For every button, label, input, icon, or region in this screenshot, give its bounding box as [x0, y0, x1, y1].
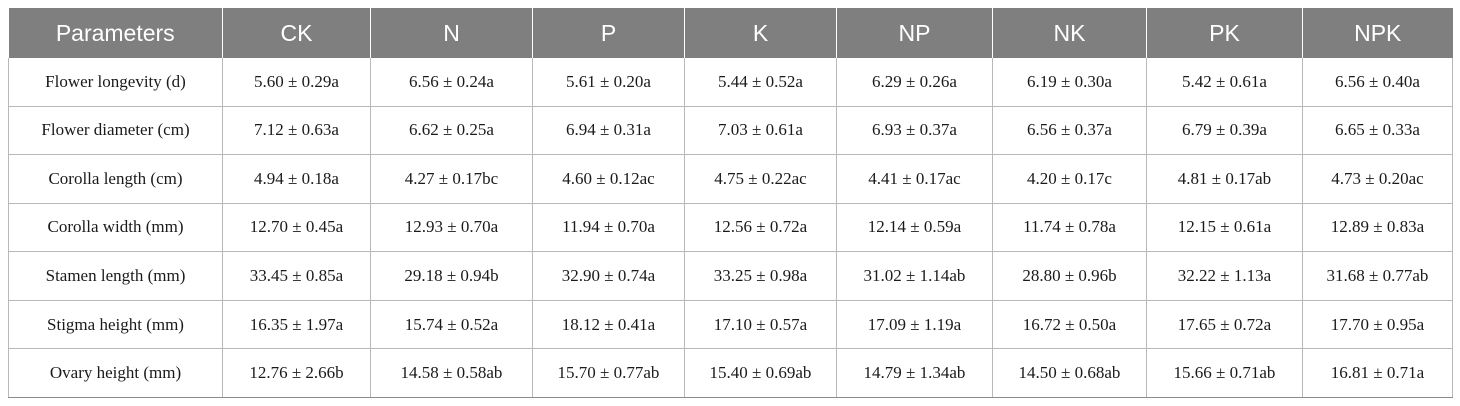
table-cell: 33.45 ± 0.85a [222, 251, 371, 301]
table-cell: 12.15 ± 0.61a [1146, 203, 1303, 253]
table-cell: 15.66 ± 0.71ab [1146, 348, 1303, 398]
table-cell: 5.42 ± 0.61a [1146, 58, 1303, 107]
table-cell: 7.03 ± 0.61a [684, 106, 837, 156]
table-cell: 7.12 ± 0.63a [222, 106, 371, 156]
table-cell: 17.70 ± 0.95a [1302, 300, 1453, 350]
table-row: Corolla width (mm) 12.70 ± 0.45a 12.93 ± 0… [8, 203, 1453, 253]
row-parameter-label: Flower diameter (cm) [8, 106, 223, 156]
table-cell: 11.94 ± 0.70a [532, 203, 685, 253]
header-k: K [684, 8, 837, 58]
header-nk: NK [992, 8, 1147, 58]
table-cell: 17.65 ± 0.72a [1146, 300, 1303, 350]
table-cell: 16.72 ± 0.50a [992, 300, 1147, 350]
table-row: Stamen length (mm) 33.45 ± 0.85a 29.18 ± 0… [8, 251, 1453, 301]
table-cell: 4.81 ± 0.17ab [1146, 154, 1303, 204]
table-cell: 29.18 ± 0.94b [370, 251, 533, 301]
header-pk: PK [1146, 8, 1303, 58]
table-cell: 4.75 ± 0.22ac [684, 154, 837, 204]
table-cell: 12.76 ± 2.66b [222, 348, 371, 398]
header-parameters: Parameters [8, 8, 223, 58]
table-cell: 5.44 ± 0.52a [684, 58, 837, 107]
table-cell: 32.90 ± 0.74a [532, 251, 685, 301]
table-cell: 4.94 ± 0.18a [222, 154, 371, 204]
table-cell: 4.41 ± 0.17ac [836, 154, 993, 204]
table-cell: 12.89 ± 0.83a [1302, 203, 1453, 253]
table-cell: 16.81 ± 0.71a [1302, 348, 1453, 398]
table-cell: 4.27 ± 0.17bc [370, 154, 533, 204]
table-cell: 17.10 ± 0.57a [684, 300, 837, 350]
table-cell: 6.29 ± 0.26a [836, 58, 993, 107]
row-parameter-label: Stigma height (mm) [8, 300, 223, 350]
table-cell: 15.40 ± 0.69ab [684, 348, 837, 398]
table-cell: 4.60 ± 0.12ac [532, 154, 685, 204]
header-row: Parameters CK N P K NP NK PK NPK [8, 8, 1453, 58]
header-np: NP [836, 8, 993, 58]
table-cell: 6.65 ± 0.33a [1302, 106, 1453, 156]
table-row: Ovary height (mm) 12.76 ± 2.66b 14.58 ± 0.… [8, 348, 1453, 398]
row-parameter-label: Ovary height (mm) [8, 348, 223, 398]
row-parameter-label: Corolla width (mm) [8, 203, 223, 253]
table-body: Flower longevity (d) 5.60 ± 0.29a 6.56 ± 0… [8, 58, 1453, 398]
table-cell: 6.19 ± 0.30a [992, 58, 1147, 107]
table-header: Parameters CK N P K NP NK PK NPK [8, 8, 1453, 58]
table-cell: 15.74 ± 0.52a [370, 300, 533, 350]
header-n: N [370, 8, 533, 58]
table-cell: 4.20 ± 0.17c [992, 154, 1147, 204]
table-cell: 5.61 ± 0.20a [532, 58, 685, 107]
header-npk: NPK [1302, 8, 1453, 58]
table-row: Stigma height (mm) 16.35 ± 1.97a 15.74 ± 0… [8, 300, 1453, 350]
table-cell: 6.93 ± 0.37a [836, 106, 993, 156]
table-cell: 4.73 ± 0.20ac [1302, 154, 1453, 204]
table-cell: 5.60 ± 0.29a [222, 58, 371, 107]
table-cell: 33.25 ± 0.98a [684, 251, 837, 301]
table-cell: 18.12 ± 0.41a [532, 300, 685, 350]
table-cell: 14.50 ± 0.68ab [992, 348, 1147, 398]
table-cell: 15.70 ± 0.77ab [532, 348, 685, 398]
table-cell: 14.79 ± 1.34ab [836, 348, 993, 398]
header-p: P [532, 8, 685, 58]
data-table: Parameters CK N P K NP NK PK NPK Flower … [8, 8, 1453, 398]
table-cell: 6.56 ± 0.37a [992, 106, 1147, 156]
table-cell: 14.58 ± 0.58ab [370, 348, 533, 398]
table-cell: 31.02 ± 1.14ab [836, 251, 993, 301]
header-ck: CK [222, 8, 371, 58]
table-cell: 12.93 ± 0.70a [370, 203, 533, 253]
table-cell: 32.22 ± 1.13a [1146, 251, 1303, 301]
table-cell: 6.62 ± 0.25a [370, 106, 533, 156]
row-parameter-label: Flower longevity (d) [8, 58, 223, 107]
table-cell: 11.74 ± 0.78a [992, 203, 1147, 253]
table-cell: 12.56 ± 0.72a [684, 203, 837, 253]
table-row: Flower longevity (d) 5.60 ± 0.29a 6.56 ± 0… [8, 58, 1453, 107]
table-cell: 31.68 ± 0.77ab [1302, 251, 1453, 301]
table-cell: 16.35 ± 1.97a [222, 300, 371, 350]
row-parameter-label: Corolla length (cm) [8, 154, 223, 204]
table-cell: 6.56 ± 0.24a [370, 58, 533, 107]
table-cell: 28.80 ± 0.96b [992, 251, 1147, 301]
table-cell: 6.79 ± 0.39a [1146, 106, 1303, 156]
table-cell: 12.14 ± 0.59a [836, 203, 993, 253]
table-row: Corolla length (cm) 4.94 ± 0.18a 4.27 ± 0.… [8, 154, 1453, 204]
table-cell: 12.70 ± 0.45a [222, 203, 371, 253]
table-cell: 17.09 ± 1.19a [836, 300, 993, 350]
table-cell: 6.94 ± 0.31a [532, 106, 685, 156]
row-parameter-label: Stamen length (mm) [8, 251, 223, 301]
table-cell: 6.56 ± 0.40a [1302, 58, 1453, 107]
table-row: Flower diameter (cm) 7.12 ± 0.63a 6.62 ± 0… [8, 106, 1453, 156]
